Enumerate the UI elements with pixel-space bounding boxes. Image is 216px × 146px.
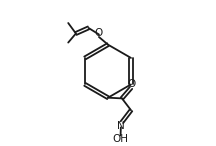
Text: N: N: [117, 121, 124, 131]
Text: O: O: [95, 28, 103, 39]
Text: O: O: [128, 79, 136, 89]
Text: OH: OH: [113, 134, 129, 144]
